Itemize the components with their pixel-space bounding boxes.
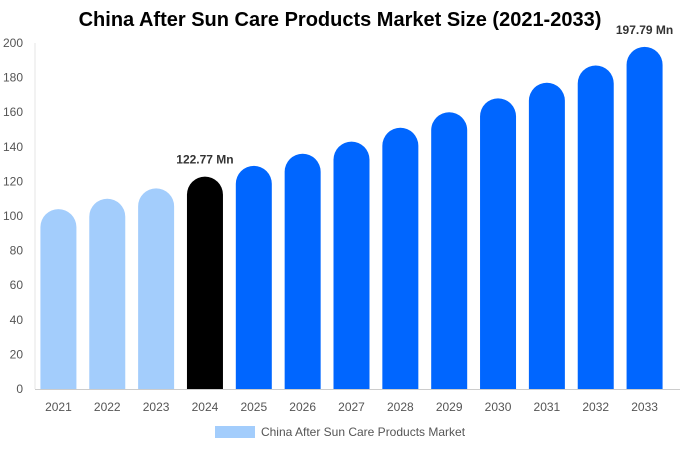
data-label-2024: 122.77 Mn (176, 153, 233, 167)
y-tick-label: 60 (10, 278, 24, 292)
x-tick-label: 2028 (387, 400, 414, 414)
y-tick-label: 140 (3, 140, 23, 154)
x-tick-label: 2026 (289, 400, 316, 414)
x-tick-label: 2027 (338, 400, 365, 414)
legend-swatch (214, 426, 255, 438)
y-tick-label: 180 (3, 71, 23, 85)
y-tick-label: 160 (3, 105, 23, 119)
x-tick-label: 2022 (94, 400, 121, 414)
x-tick-label: 2030 (485, 400, 512, 414)
bar-2028 (382, 127, 419, 389)
bar-2022 (89, 198, 126, 389)
legend: China After Sun Care Products Market (0, 425, 680, 439)
chart-title: China After Sun Care Products Market Siz… (78, 9, 602, 31)
x-tick-label: 2021 (45, 400, 72, 414)
bar-2032 (577, 65, 614, 390)
x-tick-label: 2025 (240, 400, 267, 414)
x-tick-label: 2033 (631, 400, 658, 414)
x-tick-label: 2024 (192, 400, 219, 414)
y-tick-label: 0 (16, 382, 23, 396)
x-tick-label: 2032 (582, 400, 609, 414)
y-tick-label: 20 (10, 347, 24, 361)
y-tick-label: 100 (3, 209, 23, 223)
bar-2023 (138, 188, 175, 389)
y-tick-label: 80 (10, 244, 24, 258)
x-tick-label: 2031 (534, 400, 561, 414)
bar-2030 (480, 98, 517, 390)
bar-2027 (333, 141, 370, 389)
bar-2026 (284, 153, 321, 389)
bar-2033 (626, 46, 663, 390)
bar-2031 (528, 82, 565, 389)
y-tick-label: 200 (3, 36, 23, 50)
bar-2029 (431, 112, 468, 389)
y-tick-label: 40 (10, 313, 24, 327)
bar-2021 (40, 209, 77, 389)
x-tick-label: 2029 (436, 400, 463, 414)
x-tick-label: 2023 (143, 400, 170, 414)
legend-label: China After Sun Care Products Market (260, 425, 466, 439)
y-tick-label: 120 (3, 174, 23, 188)
data-label-2033: 197.79 Mn (616, 23, 673, 37)
bar-2025 (235, 165, 272, 389)
bar-2024 (186, 176, 223, 389)
